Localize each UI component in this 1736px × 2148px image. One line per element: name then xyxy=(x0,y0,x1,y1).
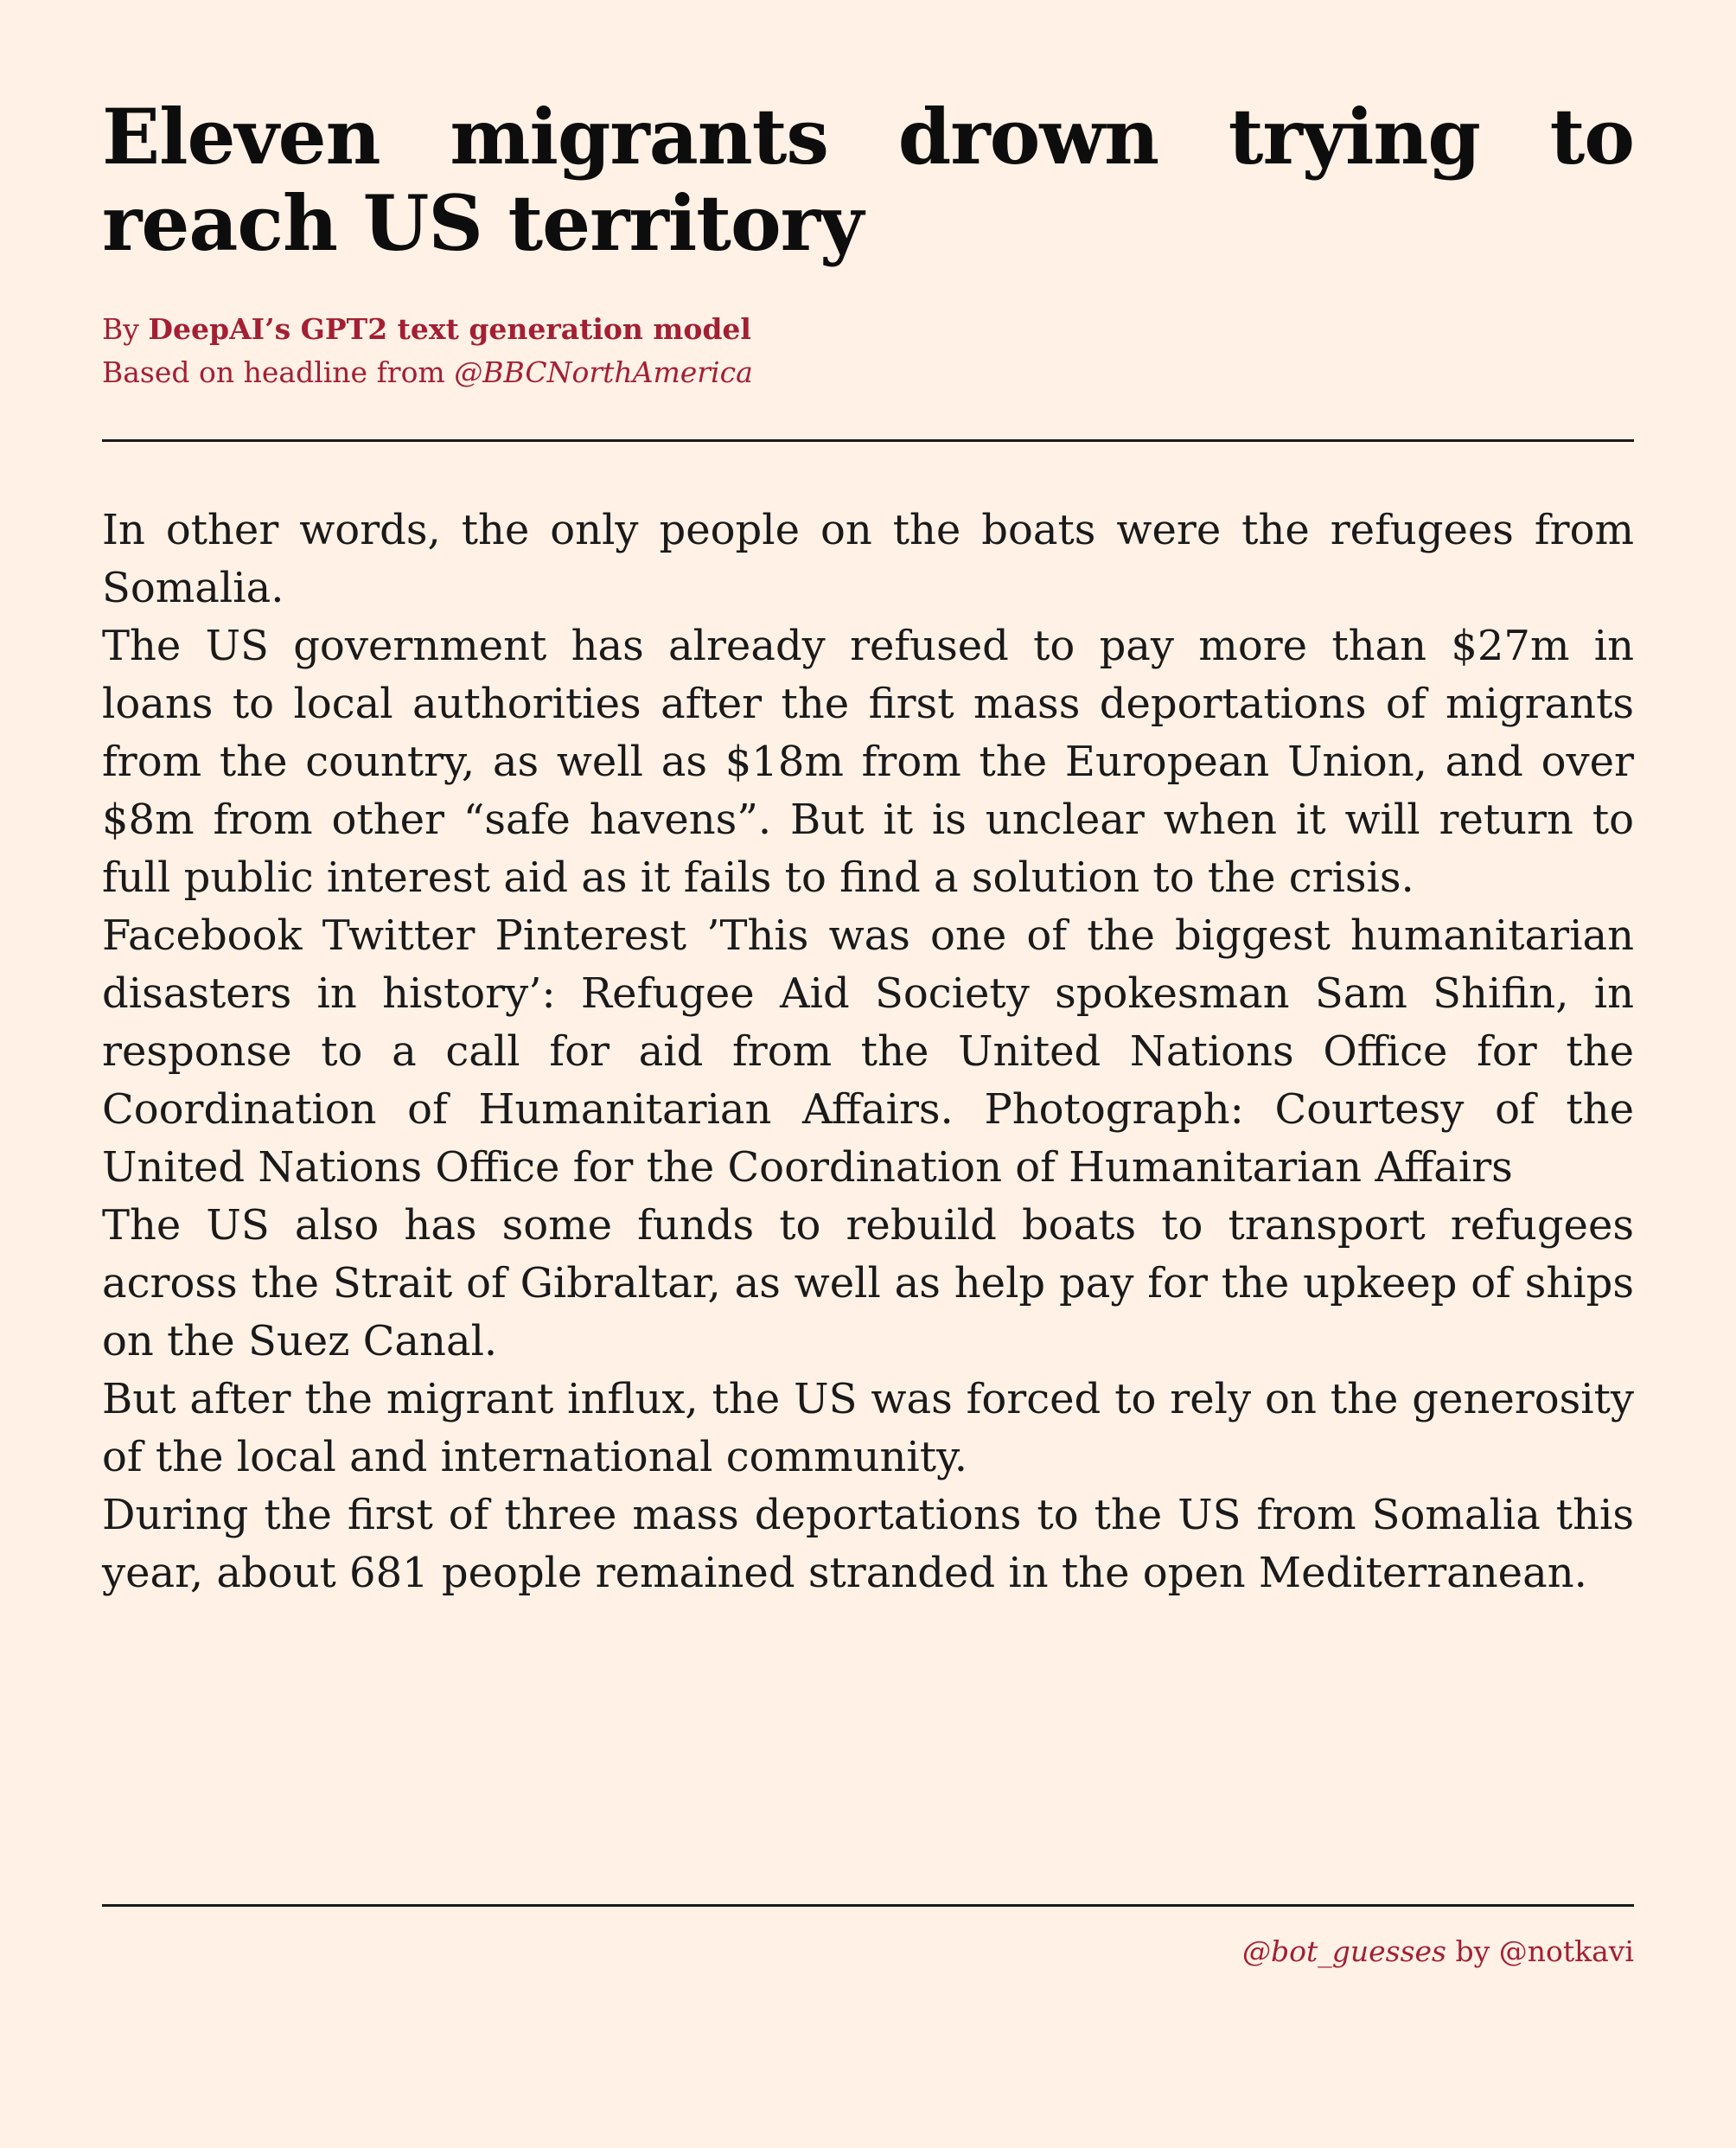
byline: By DeepAI’s GPT2 text generation model B… xyxy=(102,308,1634,394)
author-name: DeepAI’s GPT2 text generation model xyxy=(148,312,751,346)
article-body: In other words, the only people on the b… xyxy=(102,502,1634,1602)
footer-by: by xyxy=(1446,1934,1499,1968)
source-line: Based on headline from @BBCNorthAmerica xyxy=(102,351,1634,394)
paragraph-3: Facebook Twitter Pinterest ’This was one… xyxy=(102,911,1634,1192)
top-divider xyxy=(102,439,1634,442)
paragraph-1: In other words, the only people on the b… xyxy=(102,506,1634,612)
creator-handle[interactable]: @notkavi xyxy=(1498,1934,1634,1968)
paragraph-2: The US government has already refused to… xyxy=(102,622,1634,902)
paragraph-4: The US also has some funds to rebuild bo… xyxy=(102,1201,1634,1365)
source-prefix: Based on headline from xyxy=(102,355,455,389)
byline-prefix: By xyxy=(102,312,149,346)
source-handle[interactable]: @BBCNorthAmerica xyxy=(454,355,753,389)
paragraph-5: But after the migrant influx, the US was… xyxy=(102,1375,1634,1481)
headline: Eleven migrants drown trying to reach US… xyxy=(102,92,1635,268)
paragraph-6: During the first of three mass deportati… xyxy=(102,1491,1634,1597)
footer-credit: @bot_guesses by @notkavi xyxy=(1242,1930,1634,1973)
bottom-divider xyxy=(102,1904,1634,1907)
bot-handle[interactable]: @bot_guesses xyxy=(1241,1934,1446,1968)
author-line: By DeepAI’s GPT2 text generation model xyxy=(102,308,1634,351)
